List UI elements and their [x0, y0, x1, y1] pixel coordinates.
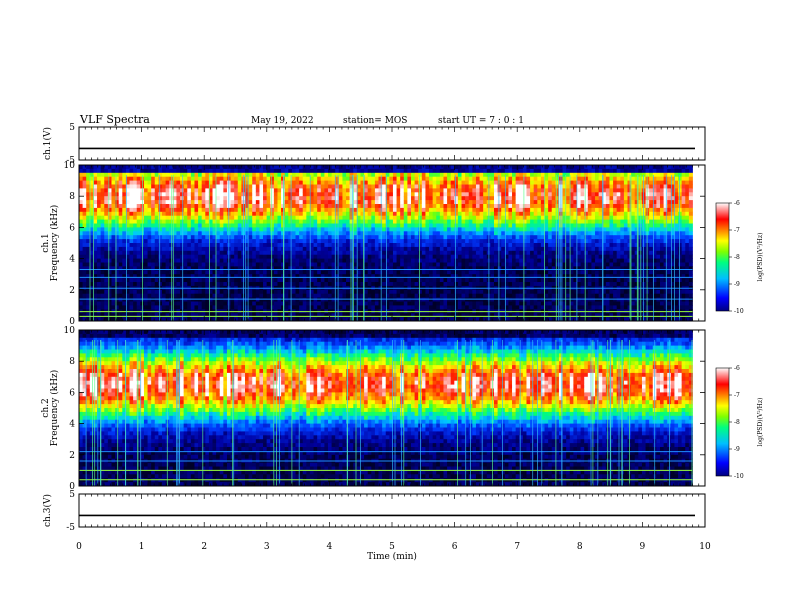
- ch1-spectrogram-colorbar-scale: [715, 202, 730, 312]
- ch3-voltage-ylabel-0: ch.3(V): [42, 494, 53, 527]
- xtick-7: 7: [514, 542, 520, 552]
- ch2-spectrogram-cbtick-1: -7: [734, 392, 740, 399]
- ch2-spectrogram-cbtick-4: -10: [734, 473, 744, 480]
- ch1-spectrogram-cbtick-0: -6: [734, 200, 740, 207]
- ch2-spectrogram-cbtick-3: -9: [734, 446, 740, 453]
- ch3-voltage-ytick-0: 5: [69, 490, 75, 500]
- ch1-voltage-ytick-1: -5: [66, 156, 75, 166]
- xtick-0: 0: [76, 542, 82, 552]
- ch1-voltage-ylabel-0: ch.1(V): [42, 127, 53, 160]
- ch2-spectrogram-ytick-5: 10: [64, 326, 76, 336]
- ch1-spectrogram-colorbar-label: log(PSD)(V²/Hz): [757, 233, 764, 282]
- ch2-colorbar: -6 -7 -8 -9 -10 log(PSD)(V²/Hz): [715, 365, 764, 480]
- ch2-spectrogram-cbtick-2: -8: [734, 419, 740, 426]
- ch3-voltage-panel: 5 -5 ch.3(V): [42, 490, 706, 533]
- ch1-voltage-ytick-0: 5: [69, 123, 75, 133]
- ch1-spectrogram-ytick-3: 6: [69, 223, 75, 233]
- ch2-spectrogram-ytick-2: 4: [69, 420, 75, 430]
- ch2-spectrogram-colorbar-label: log(PSD)(V²/Hz): [757, 398, 764, 447]
- ch2-spectrogram-ytick-3: 6: [69, 388, 75, 398]
- ch2-spectrogram-cbtick-0: -6: [734, 365, 740, 372]
- xtick-3: 3: [264, 542, 270, 552]
- ch1-spectrogram-ytick-0: 0: [69, 317, 75, 327]
- figure-title: VLF Spectra: [79, 113, 150, 126]
- xtick-2: 2: [201, 542, 207, 552]
- ch1-spectrogram-cbtick-2: -8: [734, 254, 740, 261]
- ch1-colorbar: -6 -7 -8 -9 -10 log(PSD)(V²/Hz): [715, 200, 764, 315]
- ch2-spectrogram-ytick-0: 0: [69, 482, 75, 492]
- xtick-1: 1: [139, 542, 145, 552]
- ch1-spectrogram-ylabel-1: Frequency (kHz): [49, 205, 60, 282]
- xtick-4: 4: [327, 542, 333, 552]
- xtick-6: 6: [452, 542, 458, 552]
- ch1-spectrogram-ylabel-0: ch.1: [41, 233, 51, 252]
- ch2-spectrogram-panel: 0 2 4 6 8 10 ch.2 Frequency (kHz): [41, 326, 706, 492]
- ch2-spectrogram-ytick-4: 8: [69, 357, 75, 367]
- ch1-spectrogram-cbtick-1: -7: [734, 227, 740, 234]
- ch3-voltage-ytick-1: -5: [66, 523, 75, 533]
- ch1-spectrogram-ytick-4: 8: [69, 192, 75, 202]
- xtick-5: 5: [389, 542, 395, 552]
- ch2-spectrogram-ytick-1: 2: [69, 451, 75, 461]
- ch1-voltage-panel: 5 -5 ch.1(V): [42, 123, 706, 166]
- xlabel: Time (min): [367, 551, 417, 562]
- ch1-spectrogram-ytick-1: 2: [69, 286, 75, 296]
- xtick-10: 10: [699, 542, 711, 552]
- start-ut-label: start UT = 7 : 0 : 1: [438, 116, 524, 126]
- xtick-9: 9: [640, 542, 646, 552]
- xtick-8: 8: [577, 542, 583, 552]
- date-label: May 19, 2022: [251, 116, 314, 126]
- ch2-spectrogram-colorbar-scale: [715, 367, 730, 477]
- ch2-spectrogram-ylabel-1: Frequency (kHz): [49, 370, 60, 447]
- station-label: station= MOS: [343, 116, 407, 126]
- ch2-spectrogram-cells: [79, 330, 693, 487]
- ch1-spectrogram-ytick-5: 10: [64, 161, 76, 171]
- ch1-spectrogram-ytick-2: 4: [69, 255, 75, 265]
- ch1-spectrogram-cells: [79, 165, 693, 322]
- time-axis: 0 1 2 3 4 5 6 7 8 9 10 Time (min): [76, 542, 711, 562]
- ch2-spectrogram-ylabel-0: ch.2: [41, 398, 51, 417]
- ch1-spectrogram-cbtick-3: -9: [734, 281, 740, 288]
- ch1-spectrogram-cbtick-4: -10: [734, 308, 744, 315]
- ch1-spectrogram-panel: 0 2 4 6 8 10 ch.1 Frequency (kHz): [41, 161, 706, 327]
